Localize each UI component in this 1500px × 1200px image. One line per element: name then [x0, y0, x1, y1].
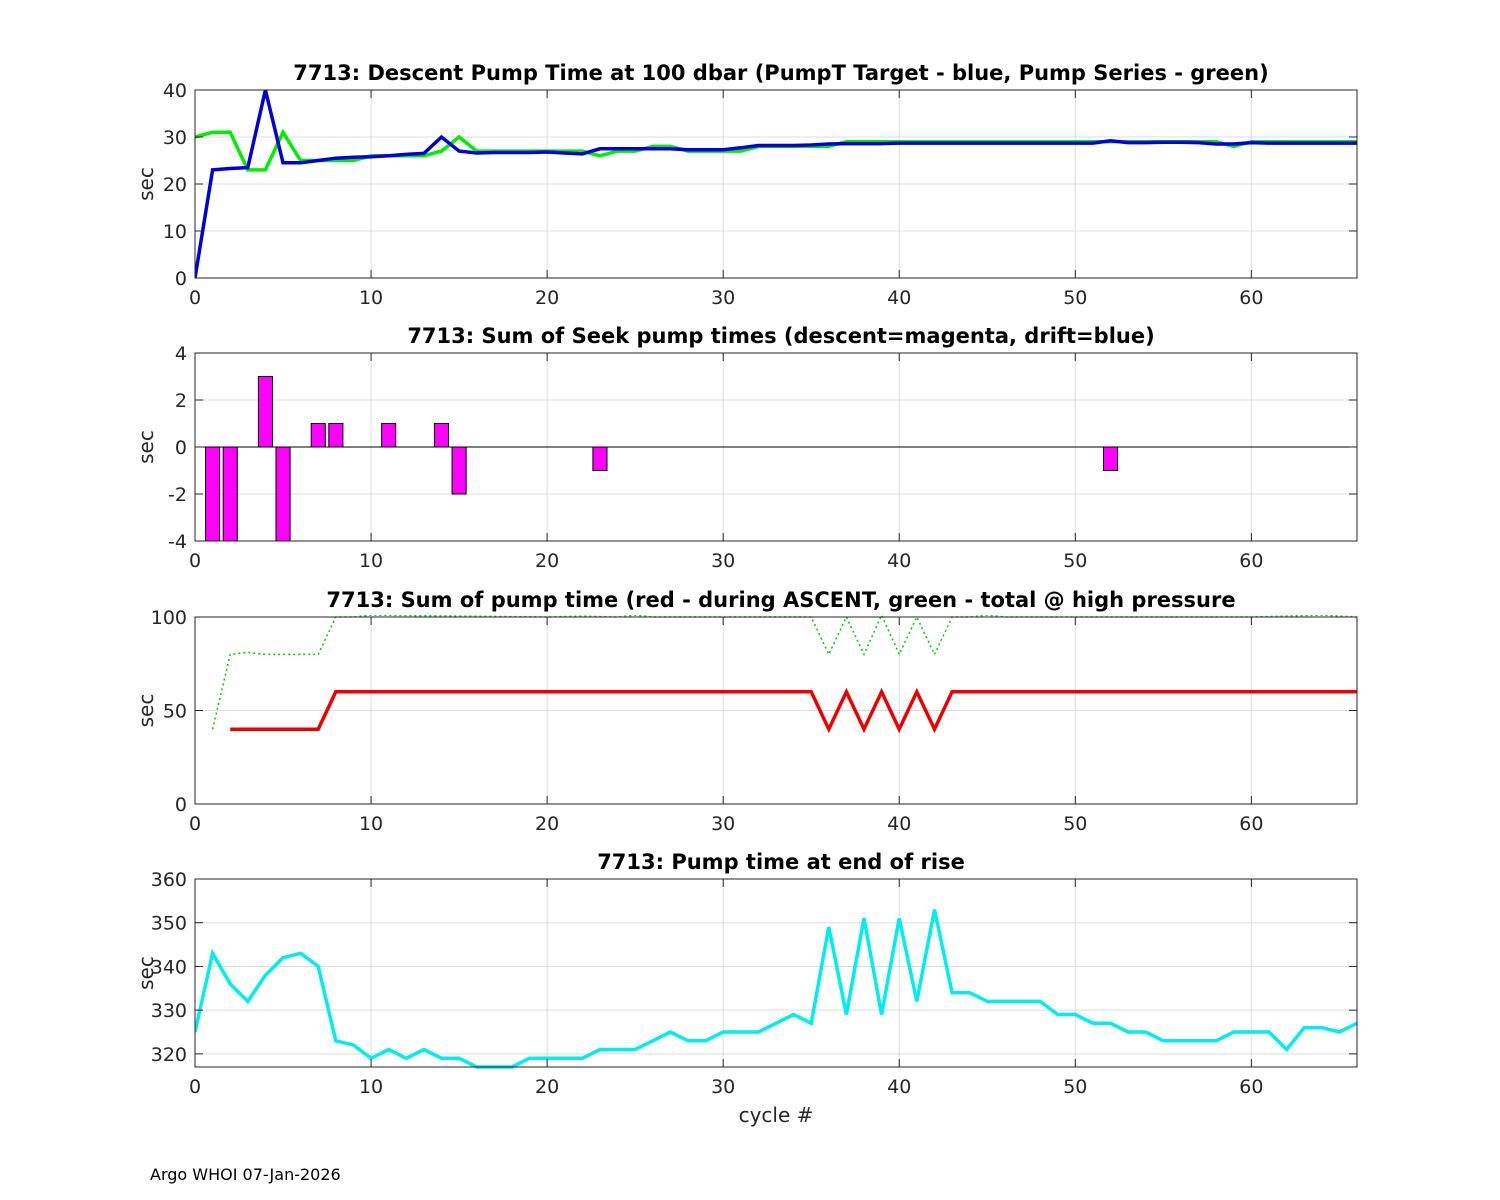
descent-pump-time-panel: 0 10 20 30 40 50 60 0 10 20 30 40 7713: Descent Pump…	[134, 61, 1358, 309]
x-tick-label: 60	[1239, 813, 1263, 835]
x-tick-label: 30	[711, 1076, 735, 1098]
series-line-0	[211, 615, 1357, 730]
seek-pump-times-panel: 0 10 20 30 40 50 60 -4 -2 0 2 4 7713: Sum of Seek pu…	[134, 324, 1358, 572]
y-tick-label: 320	[151, 1044, 187, 1066]
x-tick-label: 40	[887, 1076, 911, 1098]
x-tick-label: 20	[535, 550, 559, 572]
bar-cycle-11	[381, 423, 397, 448]
x-tick-label: 0	[189, 550, 201, 572]
y-tick-label: 340	[151, 956, 187, 978]
x-tick-label: 10	[359, 287, 383, 309]
y-tick-label: 0	[175, 268, 187, 290]
y-axis-label: sec	[134, 167, 158, 201]
y-tick-label: 0	[175, 794, 187, 816]
x-tick-label: 10	[359, 813, 383, 835]
y-tick-label: -4	[168, 531, 187, 553]
y-tick-label: 20	[163, 174, 187, 196]
x-tick-label: 0	[189, 1076, 201, 1098]
bar-cycle-52	[1102, 446, 1119, 471]
y-tick-label: -2	[168, 484, 187, 506]
bar-cycle-5	[275, 446, 291, 542]
x-tick-label: 60	[1239, 1076, 1263, 1098]
pump-time-end-of-rise-panel: 0 10 20 30 40 50 60 320 330 340 350 360 7713: Pump t…	[134, 850, 1358, 1127]
x-tick-label: 10	[359, 550, 383, 572]
x-tick-label: 50	[1063, 813, 1087, 835]
x-tick-label: 20	[535, 287, 559, 309]
y-tick-label: 10	[163, 221, 187, 243]
series-line-1	[230, 687, 1357, 734]
x-tick-label: 60	[1239, 550, 1263, 572]
x-tick-label: 0	[189, 813, 201, 835]
y-tick-label: 350	[151, 913, 187, 935]
x-tick-label: 40	[887, 550, 911, 572]
x-tick-label: 50	[1063, 550, 1087, 572]
y-tick-label: 50	[163, 701, 187, 723]
chart-title: 7713: Sum of Seek pump times (descent=ma…	[407, 324, 1154, 348]
bar-cycle-14	[433, 423, 450, 448]
data-layer	[205, 376, 1119, 542]
x-tick-label: 10	[359, 1076, 383, 1098]
x-tick-label: 60	[1239, 287, 1263, 309]
bar-cycle-2	[222, 446, 238, 542]
y-axis-label: sec	[134, 694, 158, 728]
bar-cycle-1	[205, 446, 221, 542]
data-layer	[195, 89, 1357, 279]
x-tick-label: 20	[535, 1076, 559, 1098]
x-tick-label: 30	[711, 813, 735, 835]
sum-pump-time-panel: 0 10 20 30 40 50 60 0 50 100 7713: Sum of pump tim…	[134, 588, 1358, 835]
y-axis-label: sec	[134, 430, 158, 464]
y-tick-label: 4	[175, 343, 187, 365]
y-tick-label: 360	[151, 869, 187, 891]
y-tick-label: 40	[163, 80, 187, 102]
x-tick-label: 40	[887, 813, 911, 835]
y-tick-label: 2	[175, 390, 187, 412]
data-layer	[195, 909, 1357, 1069]
axes-box	[194, 878, 1358, 1068]
x-axis-label: cycle #	[739, 1103, 814, 1127]
y-tick-label: 330	[151, 1000, 187, 1022]
x-tick-label: 40	[887, 287, 911, 309]
bar-cycle-4	[257, 376, 273, 448]
bar-cycle-15	[451, 446, 467, 495]
y-tick-label: 100	[151, 607, 187, 629]
series-line-1	[195, 89, 1357, 279]
data-layer	[211, 615, 1357, 734]
y-tick-label: 0	[175, 437, 187, 459]
x-tick-label: 0	[189, 287, 201, 309]
bar-cycle-8	[328, 423, 344, 448]
x-tick-label: 50	[1063, 287, 1087, 309]
chart-title: 7713: Pump time at end of rise	[597, 850, 965, 874]
bar-cycle-7	[310, 423, 326, 448]
y-axis-label: sec	[134, 956, 158, 990]
x-tick-label: 50	[1063, 1076, 1087, 1098]
footer-text: Argo WHOI 07-Jan-2026	[150, 1165, 341, 1184]
x-tick-label: 30	[711, 550, 735, 572]
x-tick-label: 20	[535, 813, 559, 835]
plot-area	[195, 879, 1357, 1067]
chart-title: 7713: Descent Pump Time at 100 dbar (Pum…	[293, 61, 1268, 85]
series-line-0	[195, 909, 1357, 1069]
y-tick-label: 30	[163, 127, 187, 149]
chart-title: 7713: Sum of pump time (red - during ASC…	[326, 588, 1235, 612]
bar-cycle-23	[592, 446, 608, 471]
x-tick-label: 30	[711, 287, 735, 309]
